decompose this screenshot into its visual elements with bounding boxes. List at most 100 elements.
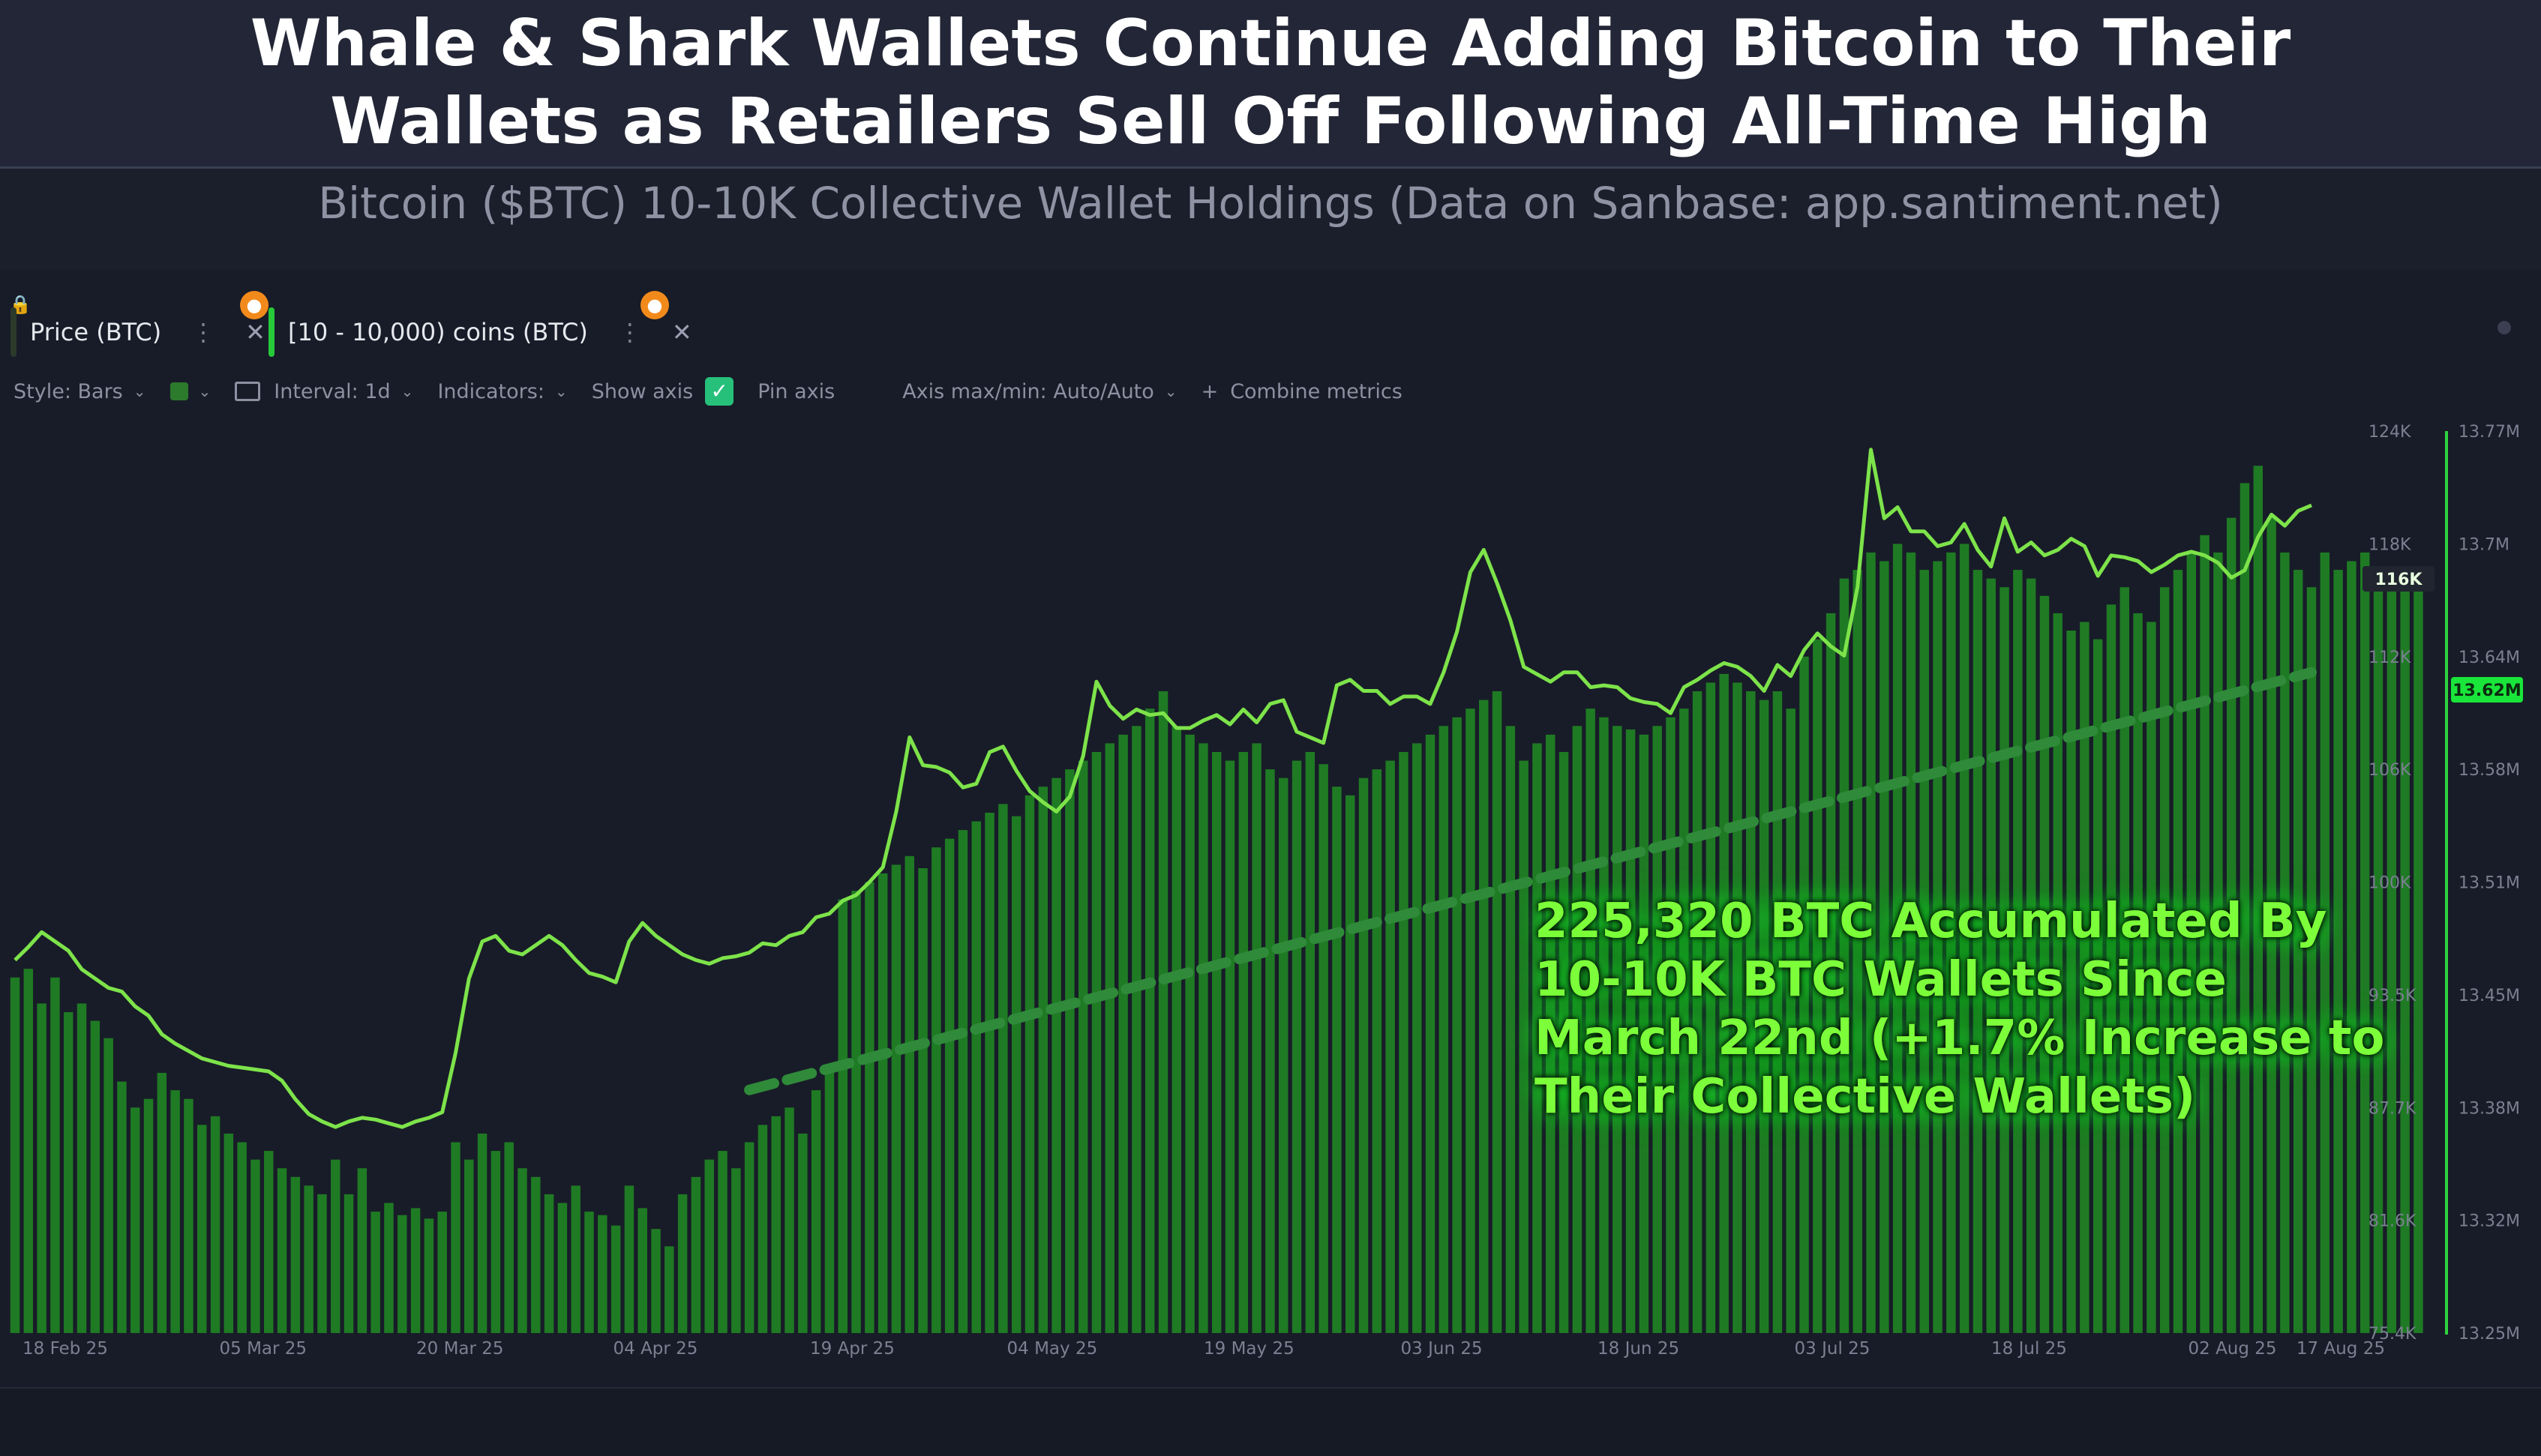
range-navigator[interactable] [0,1387,2541,1456]
holdings-bar [117,1081,127,1333]
checkbox-checked-icon[interactable]: ✓ [705,377,734,406]
kebab-menu-icon[interactable]: ⋮ [191,318,216,346]
holdings-bar [1772,691,1783,1333]
combine-metrics-button[interactable]: + Combine metrics [1202,380,1402,403]
x-tick-label: 04 May 25 [1007,1339,1098,1359]
x-tick-label: 18 Jul 25 [1991,1339,2067,1359]
holdings-tick-label: 13.51M [2458,874,2520,893]
holdings-bar [1546,734,1556,1333]
bell-icon[interactable]: ● [240,291,268,319]
holdings-bar [2347,561,2356,1333]
holdings-bar [210,1116,220,1333]
holdings-bar [944,838,955,1333]
holdings-bar [2106,604,2116,1333]
holdings-bar [1933,561,1942,1333]
holdings-bar [424,1218,434,1333]
settings-icon[interactable] [2498,321,2511,334]
interval-dropdown[interactable]: Interval: 1d ⌄ [235,380,413,403]
holdings-bar [1706,682,1716,1333]
pin-axis-label: Pin axis [758,379,836,403]
price-tick-label: 75.4K [2368,1325,2416,1344]
color-swatch [170,382,188,400]
price-tick-label: 93.5K [2368,987,2416,1005]
x-tick-label: 18 Jun 25 [1598,1339,1679,1359]
close-icon[interactable]: ✕ [245,318,266,346]
holdings-bar [1732,682,1742,1333]
holdings-bar [1719,673,1729,1333]
holdings-bar [1091,751,1102,1333]
holdings-bar [2186,552,2197,1333]
holdings-bar [1919,570,1929,1333]
holdings-bar [704,1159,714,1333]
holdings-tick-label: 13.38M [2458,1099,2520,1118]
chevron-down-icon: ⌄ [198,382,212,400]
holdings-bar [878,873,888,1333]
holdings-bar [638,1208,647,1333]
price-current-label: 116K [2362,566,2434,592]
chevron-down-icon: ⌄ [400,382,414,400]
holdings-bar [2173,570,2183,1333]
holdings-bar [264,1151,274,1333]
holdings-bar [2386,570,2397,1333]
holdings-bar [344,1194,354,1333]
holdings-bar [1078,760,1088,1333]
holdings-bar [76,1003,87,1333]
color-dropdown[interactable]: ⌄ [170,382,212,400]
holdings-bar [410,1208,421,1333]
holdings-bar [1452,717,1462,1333]
header-banner: Whale & Shark Wallets Continue Adding Bi… [0,0,2541,169]
chevron-down-icon: ⌄ [133,382,146,400]
holdings-bar [2120,587,2129,1333]
holdings-bar [1852,570,1862,1333]
bell-icon[interactable]: ● [640,291,669,319]
holdings-bar [237,1142,247,1333]
holdings-bar [23,969,34,1333]
x-tick-label: 02 Aug 25 [2188,1339,2277,1359]
holdings-tick-label: 13.7M [2458,535,2510,554]
holdings-bar [1332,786,1342,1333]
holdings-bar [2360,552,2370,1333]
holdings-bar [1265,769,1275,1333]
indicators-dropdown[interactable]: Indicators: ⌄ [437,380,567,403]
x-tick-label: 03 Jun 25 [1401,1339,1483,1359]
tab-price[interactable]: Price (BTC) ⋮ ✕ [10,306,266,358]
axis-maxmin-dropdown[interactable]: Axis max/min: Auto/Auto ⌄ [902,380,1177,403]
holdings-bar [891,864,902,1333]
holdings-bar [557,1203,568,1333]
style-dropdown[interactable]: Style: Bars ⌄ [14,380,146,403]
holdings-bar [1866,552,1876,1333]
holdings-bar [824,1072,835,1333]
holdings-bar [2092,639,2103,1333]
tab-holdings[interactable]: [10 - 10,000) coins (BTC) ⋮ ✕ [268,306,692,358]
holdings-bar [958,830,968,1333]
holdings-bar [304,1185,314,1333]
holdings-tick-label: 13.25M [2458,1325,2520,1344]
holdings-bar [1692,691,1702,1333]
holdings-bar [758,1125,768,1333]
show-axis-toggle[interactable]: Show axis ✓ [592,377,734,406]
kebab-menu-icon[interactable]: ⋮ [617,318,642,346]
x-tick-label: 18 Feb 25 [22,1339,108,1359]
holdings-current-label-bg [2451,677,2523,703]
indicators-label: Indicators: [437,379,544,403]
holdings-bar [998,804,1008,1333]
holdings-bar [2146,622,2156,1333]
holdings-bar [1679,709,1689,1333]
holdings-bar [1158,691,1168,1333]
holdings-bar [1198,743,1208,1333]
holdings-bar [1132,726,1142,1333]
x-tick-label: 19 Apr 25 [810,1339,895,1359]
holdings-bar [490,1151,501,1333]
price-tick-label: 112K [2368,649,2411,667]
x-tick-label: 17 Aug 25 [2296,1339,2385,1359]
price-tick-label: 124K [2368,423,2411,442]
holdings-bar [1625,729,1636,1333]
holdings-bar [1358,777,1369,1333]
holdings-bar [277,1168,287,1333]
pin-axis-toggle[interactable]: Pin axis [758,380,835,403]
close-icon[interactable]: ✕ [671,318,692,346]
holdings-bar [2053,613,2062,1333]
annotation-line: March 22nd (+1.7% Increase to [1534,1011,2385,1066]
holdings-bar [1172,726,1182,1333]
